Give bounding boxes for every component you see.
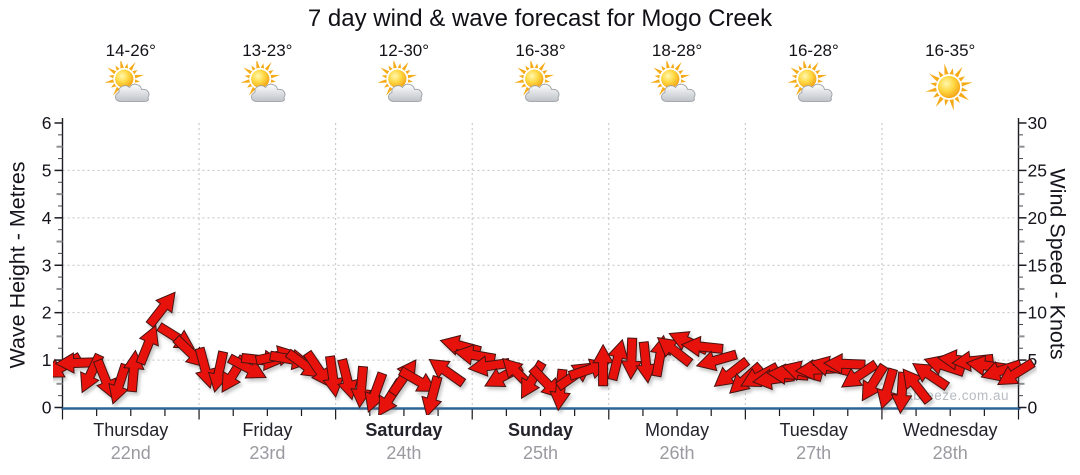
day-date: 26th [659,443,695,463]
svg-text:6: 6 [42,113,52,133]
wind-direction-arrows [53,291,1036,415]
day-label: Thursday [93,420,169,440]
axes [54,118,1027,420]
day-label: Friday [242,420,293,440]
day-date: 22nd [110,443,151,463]
svg-text:3: 3 [42,255,52,275]
day-temperature-range: 16-35° [925,41,976,60]
day-date: 27th [796,443,832,463]
axis-tick-labels: 0 1 2 3 4 5 6 0 5 10 15 20 25 30 [42,113,1047,418]
svg-text:0: 0 [42,398,52,418]
day-temperature-range: 16-38° [515,41,566,60]
sun-cloud-icon [651,61,696,102]
svg-text:10: 10 [1028,303,1048,323]
day-label: Sunday [507,420,573,440]
svg-text:4: 4 [42,208,52,228]
day-temperature-range: 18-28° [651,41,703,60]
svg-text:25: 25 [1028,160,1047,180]
day-date: 24th [386,443,422,463]
sun-icon [925,63,973,111]
sun-cloud-icon [514,61,559,102]
day-label: Monday [645,420,710,440]
day-label: Saturday [365,420,443,440]
svg-text:5: 5 [1028,350,1038,370]
day-temperature-range: 14-26° [105,41,156,60]
svg-text:1: 1 [42,350,52,370]
svg-text:20: 20 [1028,208,1048,228]
svg-text:15: 15 [1028,255,1047,275]
svg-text:2: 2 [42,303,52,323]
day-label: Tuesday [779,420,848,440]
svg-text:0: 0 [1028,398,1038,418]
day-label: Wednesday [902,420,998,440]
sun-cloud-icon [787,61,833,102]
day-date: 25th [522,443,559,463]
sun-cloud-icon [104,61,150,102]
sun-cloud-icon [241,61,286,102]
day-temperature-range: 16-28° [788,41,839,60]
chart-title: 7 day wind & wave forecast for Mogo Cree… [307,5,773,32]
day-temperature-range: 12-30° [378,41,430,60]
svg-text:30: 30 [1028,113,1048,133]
day-date: 28th [932,443,968,463]
svg-text:5: 5 [42,160,52,180]
sun-cloud-icon [377,61,423,102]
day-temperature-range: 13-23° [242,41,293,60]
day-date: 23rd [249,443,286,463]
